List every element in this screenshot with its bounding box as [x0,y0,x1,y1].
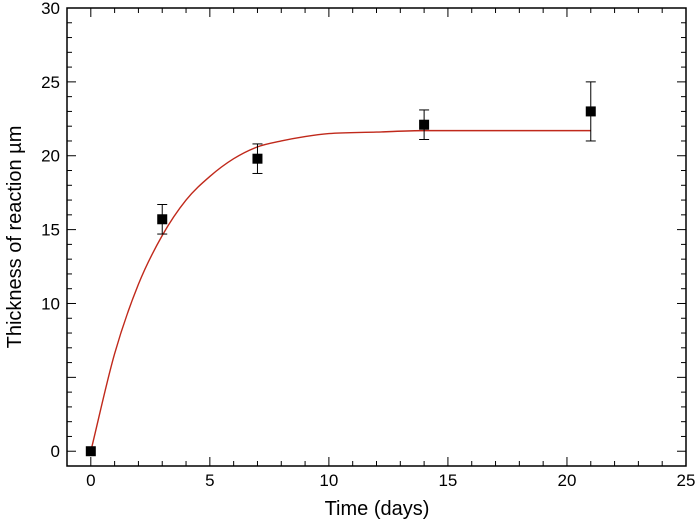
x-tick-label: 5 [205,471,214,490]
x-tick-label: 10 [319,471,338,490]
x-tick-label: 0 [86,471,95,490]
data-point [419,119,430,130]
fit-curve-layer [90,129,591,452]
x-tick-label: 15 [438,471,457,490]
tick-labels: 0 5 10 15 20 25 0 10 15 20 25 30 [41,0,695,490]
y-axis-label: Thickness of reaction µm [4,126,26,349]
y-tick-label: 25 [41,73,60,92]
data-point [585,106,596,117]
y-tick-label: 15 [41,221,60,240]
data-points-layer [85,81,596,457]
y-tick-label: 30 [41,0,60,18]
y-tick-label: 20 [41,147,60,166]
x-axis-label: Time (days) [325,498,430,520]
y-tick-label: 10 [41,294,60,313]
x-tick-label: 25 [677,471,696,490]
data-point [85,446,96,457]
data-point [252,153,263,164]
plot-frame [66,7,687,467]
data-point [157,214,168,225]
axis-ticks [67,7,687,466]
fit-curve-line [90,129,591,452]
x-tick-label: 20 [558,471,577,490]
y-tick-label: 0 [51,442,60,461]
